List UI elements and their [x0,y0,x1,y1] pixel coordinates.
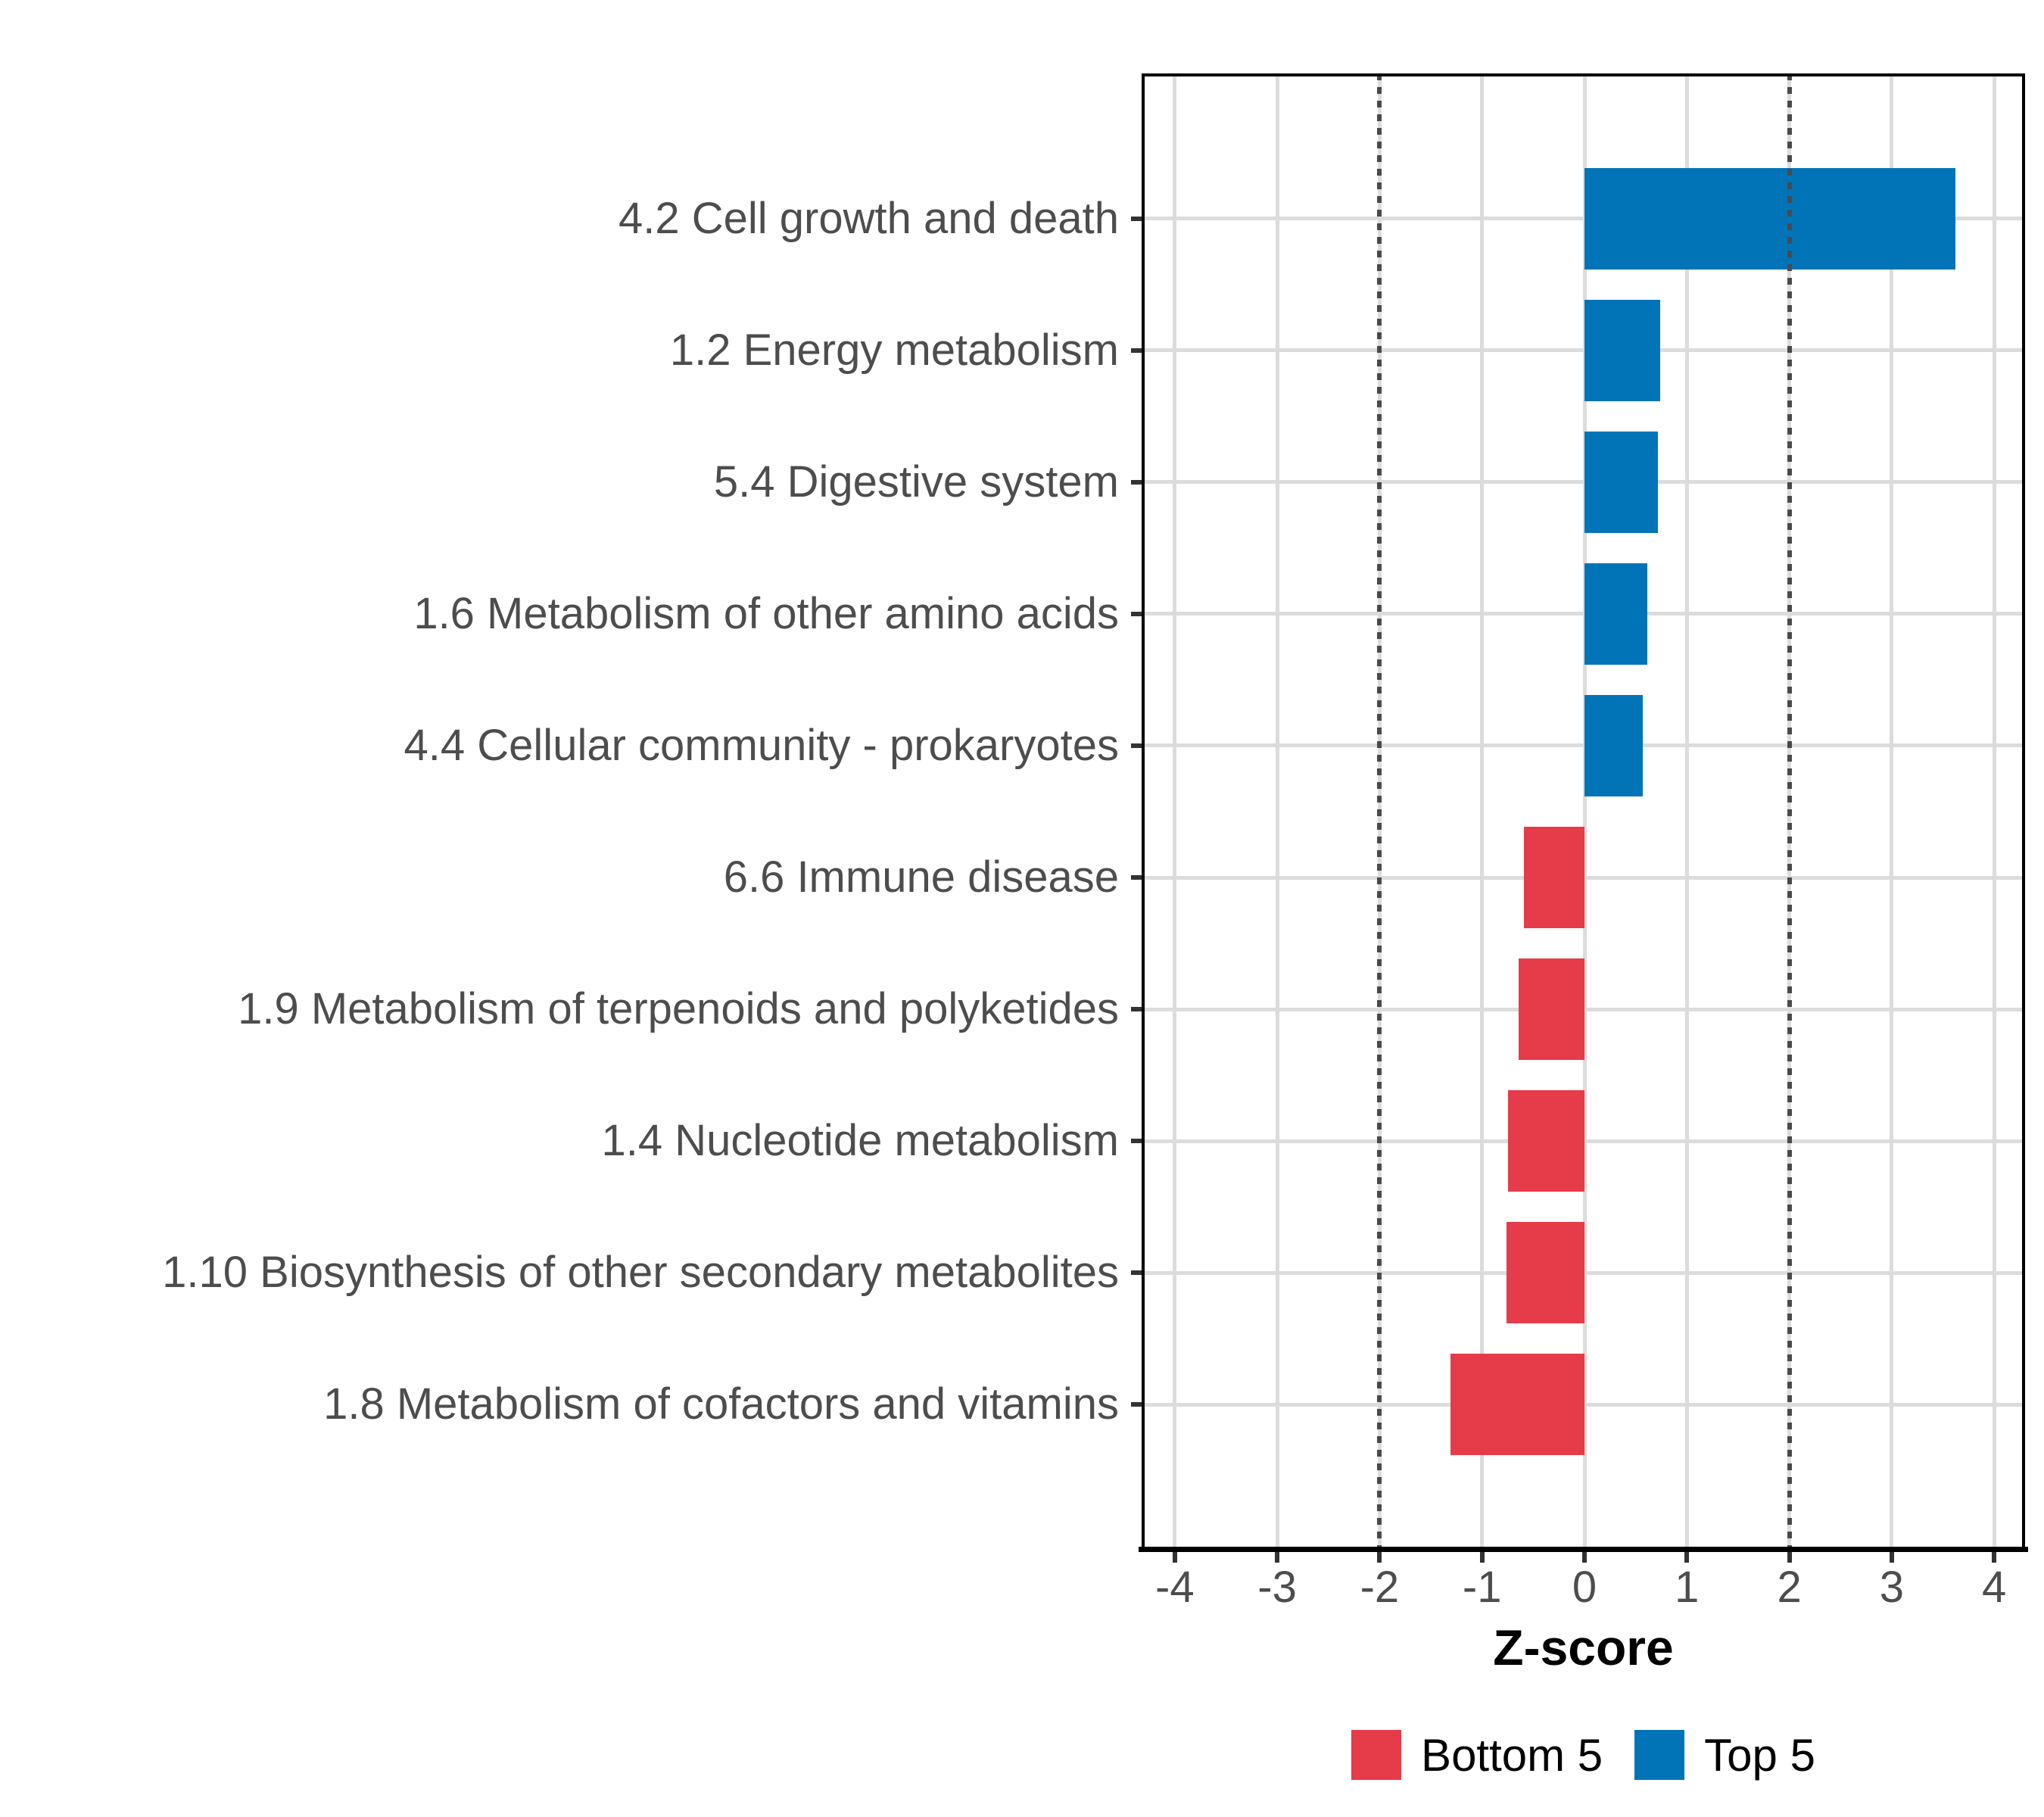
x-gridline [1684,73,1689,1550]
x-axis-tick-label: 0 [1572,1563,1597,1612]
x-axis-tick-label: 1 [1675,1563,1700,1612]
y-axis-tick [1131,875,1142,880]
x-gridline [1480,73,1485,1550]
bar-positive [1584,431,1659,533]
x-axis-tick-label: 3 [1879,1563,1905,1612]
x-axis-tick-label: -3 [1257,1563,1297,1612]
y-axis-tick [1131,479,1142,485]
y-axis-label: 5.4 Digestive system [713,457,1119,506]
bar-negative [1450,1354,1584,1456]
y-gridline [1142,612,2025,616]
x-axis-tick [1787,1552,1792,1563]
bar-negative [1519,958,1584,1061]
x-axis-tick [1582,1552,1587,1563]
y-axis-tick [1131,1007,1142,1012]
legend-label: Bottom 5 [1421,1729,1603,1781]
y-gridline [1142,348,2025,353]
y-axis-tick [1131,216,1142,221]
legend-swatch [1351,1730,1402,1780]
y-axis-label: 1.9 Metabolism of terpenoids and polyket… [238,984,1119,1034]
x-axis-tick [1172,1552,1177,1563]
y-axis-tick [1131,1139,1142,1144]
y-axis-label: 1.4 Nucleotide metabolism [601,1116,1119,1166]
x-axis-tick-label: 2 [1777,1563,1802,1612]
y-gridline [1142,217,2025,221]
bar-negative [1507,1090,1584,1192]
y-axis-tick [1131,1270,1142,1276]
x-axis-tick-label: -1 [1462,1563,1502,1612]
legend-label: Top 5 [1704,1729,1815,1781]
x-axis-tick-label: -2 [1360,1563,1400,1612]
y-axis-tick [1131,743,1142,748]
plot-panel [1142,73,2025,1550]
x-axis-tick-label: -4 [1155,1563,1195,1612]
x-gridline [1890,73,1894,1550]
x-axis-tick [1275,1552,1280,1563]
x-axis-title: Z-score [1493,1619,1674,1675]
x-axis-tick [1479,1552,1485,1563]
y-axis-tick [1131,611,1142,616]
y-axis-label: 4.2 Cell growth and death [618,193,1119,243]
reference-line [1377,73,1382,1550]
legend-entry: Bottom 5 [1351,1729,1603,1781]
y-axis-label: 1.2 Energy metabolism [669,325,1119,375]
x-gridline [1992,73,1996,1550]
x-axis-line [1139,1547,2028,1552]
y-axis-label: 1.6 Metabolism of other amino acids [413,588,1119,638]
bar-positive [1584,563,1647,665]
y-gridline [1142,480,2025,485]
bar-negative [1507,1222,1584,1324]
y-axis-label: 4.4 Cellular community - prokaryotes [404,720,1119,770]
y-axis-label: 1.10 Biosynthesis of other secondary met… [162,1248,1119,1298]
x-gridline [1173,73,1177,1550]
x-gridline [1275,73,1279,1550]
bar-positive [1584,694,1644,796]
reference-line [1787,73,1792,1550]
y-axis-label: 1.8 Metabolism of cofactors and vitamins [323,1379,1119,1429]
x-gridline [1582,73,1587,1550]
x-axis-tick [1377,1552,1382,1563]
legend-entry: Top 5 [1634,1729,1815,1781]
legend-swatch [1634,1730,1685,1780]
y-axis-tick [1131,348,1142,353]
bar-positive [1584,167,1955,270]
x-axis-tick [1684,1552,1690,1563]
bar-negative [1524,827,1584,929]
x-axis-tick [1992,1552,1997,1563]
y-axis-tick [1131,1402,1142,1407]
legend: Bottom 5 Top 5 [1066,1725,2044,1785]
y-gridline [1142,743,2025,748]
bar-positive [1584,299,1661,401]
x-axis-tick [1889,1552,1894,1563]
y-axis-label: 6.6 Immune disease [723,852,1119,902]
x-axis-tick-label: 4 [1982,1563,2007,1612]
